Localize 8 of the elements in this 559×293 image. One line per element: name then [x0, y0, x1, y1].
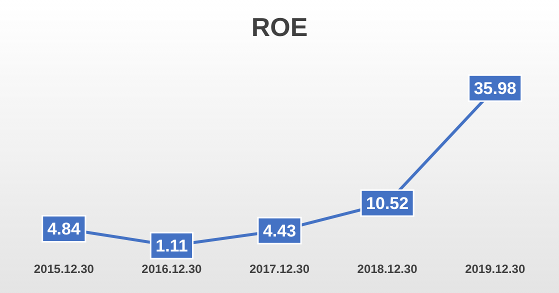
data-label: 10.52	[366, 194, 409, 213]
x-tick-label: 2015.12.30	[34, 262, 94, 276]
data-label: 35.98	[474, 78, 516, 98]
chart-title: ROE	[250, 12, 309, 43]
x-tick-label: 2019.12.30	[465, 262, 526, 276]
x-tick-label: 2017.12.30	[249, 262, 310, 276]
x-tick-label: 2016.12.30	[142, 262, 202, 276]
x-tick-label: 2018.12.30	[357, 262, 418, 276]
